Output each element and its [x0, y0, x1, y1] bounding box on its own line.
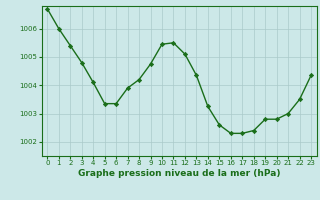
X-axis label: Graphe pression niveau de la mer (hPa): Graphe pression niveau de la mer (hPa): [78, 169, 280, 178]
